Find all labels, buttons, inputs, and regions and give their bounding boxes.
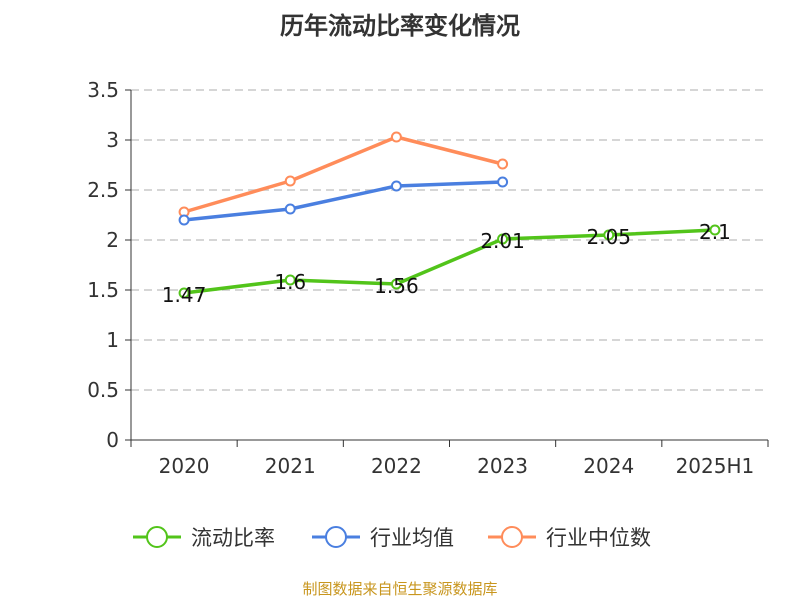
data-point [709, 224, 721, 236]
source-note: 制图数据来自恒生聚源数据库 [302, 580, 498, 598]
y-tick-label: 3 [106, 128, 119, 152]
x-tick-label: 2024 [583, 454, 634, 478]
data-point [178, 214, 190, 226]
x-tick-label: 2023 [477, 454, 528, 478]
data-point [284, 175, 296, 187]
y-tick-label: 3.5 [87, 78, 119, 102]
series-line-1 [183, 180, 503, 222]
y-tick-label: 0.5 [87, 378, 119, 402]
series-line-0 [183, 228, 715, 295]
data-label: 1.6 [274, 270, 306, 294]
y-tick-label: 0 [106, 428, 119, 452]
chart-title: 历年流动比率变化情况 [280, 12, 520, 40]
legend-label: 行业均值 [370, 526, 454, 550]
series-line-2 [183, 135, 504, 214]
data-label: 2.01 [480, 229, 525, 253]
data-label: 2.05 [586, 225, 631, 249]
legend-label: 流动比率 [191, 526, 275, 550]
x-tick-label: 2025H1 [676, 454, 755, 478]
legend-marker [501, 526, 523, 548]
data-label: 1.56 [374, 274, 419, 298]
data-label: 1.47 [162, 283, 207, 307]
data-point [284, 274, 296, 286]
data-point [497, 233, 509, 245]
data-point [284, 203, 296, 215]
y-tick-label: 2 [106, 228, 119, 252]
y-tick-label: 1 [106, 328, 119, 352]
data-point [497, 176, 509, 188]
x-tick-label: 2022 [371, 454, 422, 478]
x-tick-label: 2020 [159, 454, 210, 478]
legend-marker [325, 526, 347, 548]
y-tick-label: 2.5 [87, 178, 119, 202]
data-point [390, 131, 402, 143]
data-point [497, 158, 509, 170]
x-tick-label: 2021 [265, 454, 316, 478]
data-point [390, 180, 402, 192]
data-point [178, 287, 190, 299]
legend-marker [146, 526, 168, 548]
data-label: 2.1 [699, 220, 731, 244]
legend-label: 行业中位数 [546, 526, 651, 550]
data-point [603, 229, 615, 241]
data-point [390, 278, 402, 290]
y-tick-label: 1.5 [87, 278, 119, 302]
